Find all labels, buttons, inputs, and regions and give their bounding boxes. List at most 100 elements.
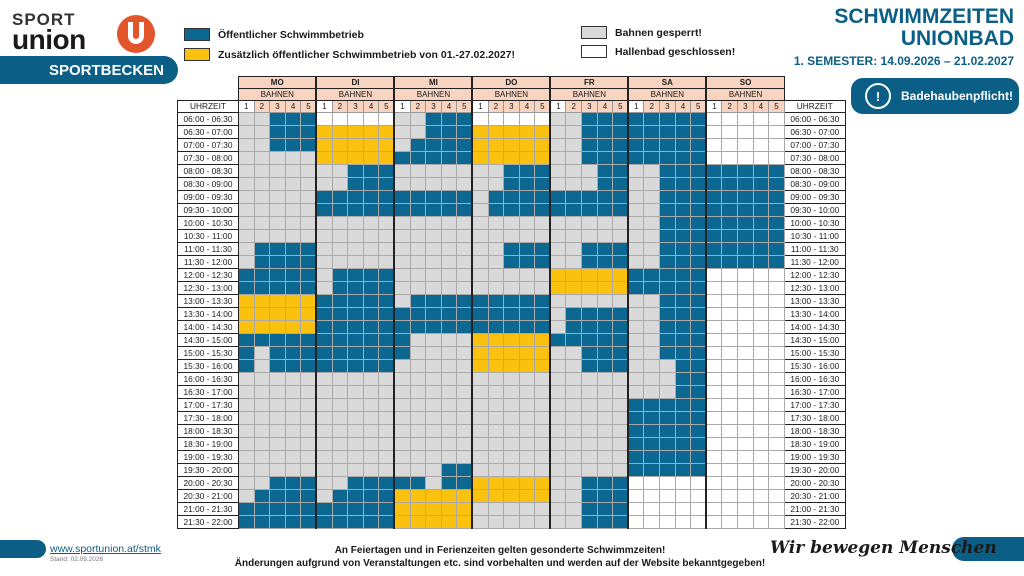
slot-mi-lane1 [393, 385, 411, 399]
slot-di-lane1 [315, 164, 333, 178]
slot-do-lane3 [503, 151, 520, 165]
slot-mi-lane5 [456, 151, 473, 165]
slot-sa-lane2 [643, 138, 661, 152]
slot-do-lane4 [518, 190, 536, 204]
slot-mi-lane4 [440, 385, 458, 399]
slot-mi-lane2 [409, 398, 427, 412]
slot-mi-lane5 [456, 164, 473, 178]
slot-so-lane4 [752, 463, 770, 477]
slot-mi-lane1 [393, 320, 411, 334]
slot-do-lane5 [534, 190, 551, 204]
slot-mo-lane3 [269, 489, 286, 503]
slot-mi-lane2 [409, 463, 427, 477]
slot-sa-lane4 [674, 112, 692, 126]
slot-do-lane3 [503, 359, 520, 373]
slot-di-lane1 [315, 463, 333, 477]
slot-do-lane1 [471, 411, 489, 425]
schedule-row: 11:30 - 12:00 11:30 - 12:00 [177, 255, 846, 269]
slot-di-lane5 [378, 268, 395, 282]
slot-do-lane4 [518, 177, 536, 191]
schedule-row: 21:30 - 22:00 21:30 - 22:00 [177, 515, 846, 529]
slot-fr-lane3 [581, 502, 598, 516]
slot-mi-lane1 [393, 424, 411, 438]
slot-mo-lane1 [238, 164, 255, 178]
slot-fr-lane2 [565, 333, 583, 347]
slot-sa-lane4 [674, 502, 692, 516]
slot-mi-lane5 [456, 242, 473, 256]
slot-so-lane3 [737, 424, 754, 438]
slot-di-lane3 [347, 398, 364, 412]
slot-do-lane3 [503, 437, 520, 451]
slot-di-lane5 [378, 502, 395, 516]
slot-do-lane2 [487, 229, 505, 243]
slot-sa-lane4 [674, 294, 692, 308]
slot-di-lane3 [347, 164, 364, 178]
slot-mi-lane4 [440, 515, 458, 529]
slot-fr-lane5 [612, 203, 629, 217]
slot-sa-lane2 [643, 450, 661, 464]
slot-so-lane4 [752, 125, 770, 139]
slot-fr-lane4 [596, 229, 614, 243]
slot-di-lane2 [331, 437, 349, 451]
slot-mo-lane3 [269, 372, 286, 386]
slot-mi-lane5 [456, 203, 473, 217]
slot-so-lane1 [705, 489, 723, 503]
stand-date: Stand: 02.09.2026 [50, 556, 104, 563]
slot-do-lane4 [518, 502, 536, 516]
slot-di-lane4 [362, 437, 380, 451]
slot-di-lane5 [378, 177, 395, 191]
slot-di-lane5 [378, 372, 395, 386]
slot-sa-lane3 [659, 320, 676, 334]
slot-mi-lane2 [409, 112, 427, 126]
slot-mo-lane3 [269, 190, 286, 204]
slot-fr-lane4 [596, 333, 614, 347]
website-link[interactable]: www.sportunion.at/stmk [50, 543, 161, 555]
slot-sa-lane4 [674, 151, 692, 165]
slot-mi-lane3 [425, 125, 442, 139]
slot-mi-lane4 [440, 450, 458, 464]
slot-mi-lane2 [409, 190, 427, 204]
schedule-row: 19:00 - 19:30 19:00 - 19:30 [177, 450, 846, 464]
slot-fr-lane4 [596, 424, 614, 438]
slot-mo-lane3 [269, 450, 286, 464]
slot-mi-lane1 [393, 125, 411, 139]
slot-fr-lane1 [549, 515, 567, 529]
slot-fr-lane4 [596, 515, 614, 529]
slot-sa-lane5 [690, 268, 707, 282]
slot-fr-lane5 [612, 268, 629, 282]
slot-mo-lane3 [269, 203, 286, 217]
slot-fr-lane5 [612, 294, 629, 308]
slot-so-lane2 [721, 476, 738, 490]
slot-mo-lane4 [284, 424, 302, 438]
slot-sa-lane2 [643, 437, 661, 451]
section-banner: SPORTBECKEN [0, 56, 178, 84]
slot-mo-lane4 [284, 164, 302, 178]
slot-do-lane3 [503, 125, 520, 139]
slot-sa-lane5 [690, 294, 707, 308]
slot-mi-lane2 [409, 320, 427, 334]
slot-mo-lane1 [238, 112, 255, 126]
slot-so-lane4 [752, 372, 770, 386]
slot-mo-lane5 [300, 281, 317, 295]
slot-fr-lane5 [612, 515, 629, 529]
slot-mo-lane1 [238, 268, 255, 282]
slot-mi-lane4 [440, 333, 458, 347]
slot-so-lane3 [737, 216, 754, 230]
slot-mo-lane5 [300, 242, 317, 256]
slot-di-lane2 [331, 216, 349, 230]
slot-fr-lane5 [612, 476, 629, 490]
slot-mo-lane3 [269, 112, 286, 126]
slot-sa-lane3 [659, 333, 676, 347]
slot-sa-lane1 [627, 346, 645, 360]
slot-di-lane3 [347, 320, 364, 334]
time-label-left: 14:00 - 14:30 [177, 320, 239, 334]
slot-mo-lane2 [253, 242, 271, 256]
slot-mo-lane4 [284, 190, 302, 204]
slot-do-lane1 [471, 307, 489, 321]
lane-number-di-1: 1 [315, 100, 333, 113]
slot-sa-lane4 [674, 398, 692, 412]
slot-di-lane4 [362, 125, 380, 139]
lanes-header-do: BAHNEN [471, 88, 551, 101]
slot-mo-lane4 [284, 502, 302, 516]
time-label-right: 15:30 - 16:00 [783, 359, 846, 373]
